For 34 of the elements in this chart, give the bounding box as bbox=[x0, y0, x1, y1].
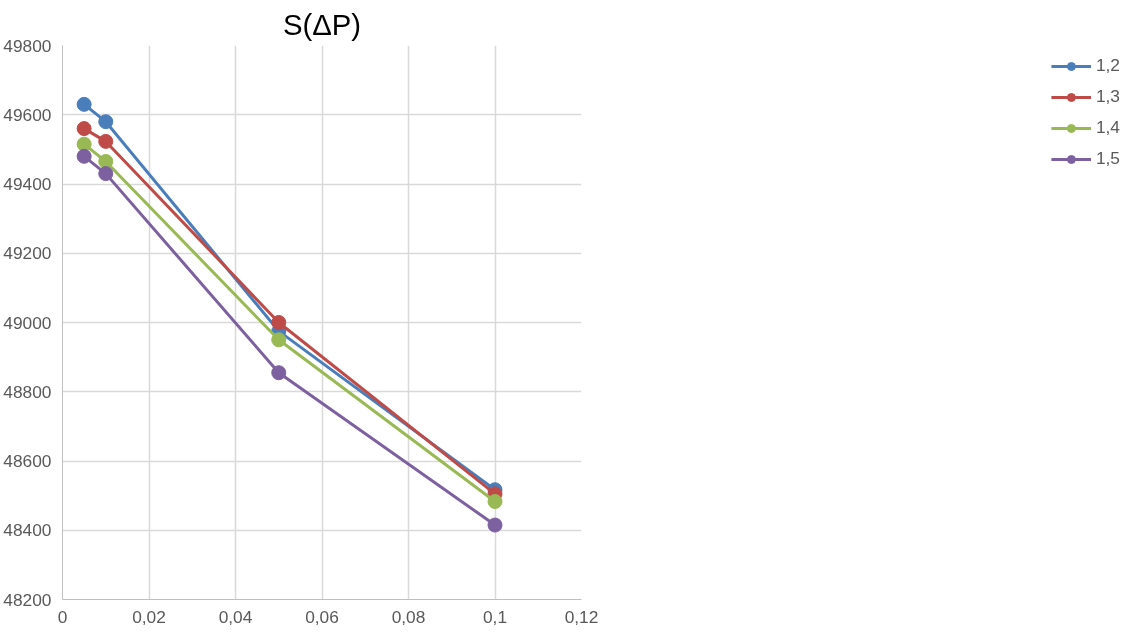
legend-label: 1,5 bbox=[1095, 148, 1120, 169]
y-tick-label: 49000 bbox=[3, 312, 52, 333]
y-tick-label: 49200 bbox=[3, 243, 52, 264]
x-tick-label: 0,08 bbox=[391, 606, 426, 627]
x-tick-label: 0,02 bbox=[132, 606, 166, 627]
legend-label: 1,2 bbox=[1095, 55, 1120, 76]
x-tick-label: 0,1 bbox=[482, 606, 508, 627]
point bbox=[98, 133, 114, 149]
x-tick-label: 0 bbox=[57, 606, 68, 627]
y-tick-label: 49600 bbox=[3, 104, 52, 125]
legend-label: 1,4 bbox=[1095, 117, 1120, 138]
point bbox=[271, 315, 287, 330]
chart-title: S(ΔP) bbox=[282, 7, 362, 41]
point bbox=[487, 494, 503, 509]
point bbox=[98, 166, 114, 182]
y-tick-label: 49800 bbox=[3, 35, 52, 56]
x-tick-label: 0,12 bbox=[564, 606, 599, 627]
y-tick-label: 48200 bbox=[3, 589, 52, 610]
y-tick-label: 48800 bbox=[3, 381, 52, 402]
x-tick-label: 0,04 bbox=[218, 606, 253, 627]
point bbox=[98, 154, 114, 169]
point bbox=[271, 365, 287, 381]
y-tick-label: 49400 bbox=[3, 174, 52, 194]
point bbox=[487, 517, 503, 533]
y-tick-label: 48400 bbox=[3, 520, 52, 541]
legend-label: 1,3 bbox=[1095, 86, 1120, 107]
y-tick-label: 48600 bbox=[3, 451, 52, 471]
point bbox=[76, 121, 92, 137]
point bbox=[76, 136, 92, 152]
point bbox=[76, 148, 92, 164]
point bbox=[98, 114, 114, 130]
x-tick-label: 0,06 bbox=[305, 606, 339, 627]
point bbox=[271, 332, 287, 348]
point bbox=[76, 96, 92, 112]
